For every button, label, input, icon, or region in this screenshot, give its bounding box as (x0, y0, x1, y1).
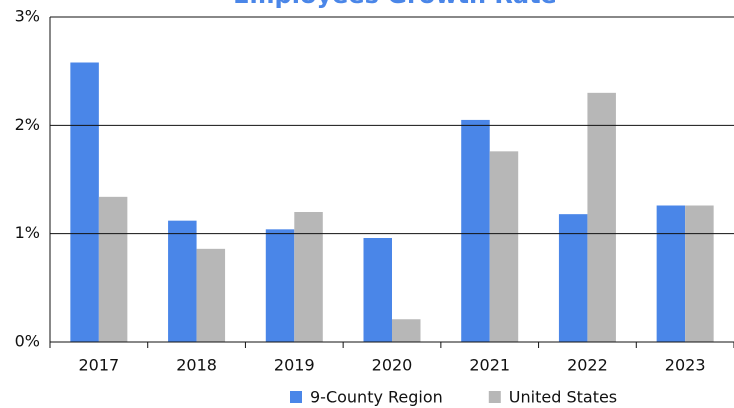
legend-swatch (488, 391, 501, 403)
chart-title: Employees Growth Rate (233, 0, 557, 9)
x-tick-label: 2022 (567, 356, 608, 375)
bar (98, 196, 128, 342)
bar (461, 119, 490, 343)
y-tick-label: 1% (15, 223, 40, 242)
legend-swatch (290, 391, 302, 403)
bar (587, 92, 616, 342)
bar (489, 151, 519, 342)
bar (656, 205, 686, 342)
x-tick-label: 2021 (469, 356, 510, 375)
bar (265, 229, 295, 342)
x-tick-label: 2023 (665, 356, 706, 375)
bar (196, 248, 226, 342)
bar (363, 238, 392, 342)
x-tick-label: 2018 (176, 356, 217, 375)
bar (294, 212, 323, 342)
bar (558, 214, 588, 342)
bar (168, 220, 197, 342)
bar (392, 319, 421, 342)
bar (70, 62, 99, 342)
x-tick-label: 2017 (78, 356, 119, 375)
x-tick-label: 2019 (274, 356, 315, 375)
x-tick-label: 2020 (372, 356, 413, 375)
y-tick-label: 2% (15, 115, 40, 134)
legend-label: United States (509, 388, 617, 407)
y-tick-label: 3% (15, 7, 40, 26)
bar (685, 205, 714, 342)
y-tick-label: 0% (15, 332, 40, 351)
legend-label: 9-County Region (310, 388, 443, 407)
